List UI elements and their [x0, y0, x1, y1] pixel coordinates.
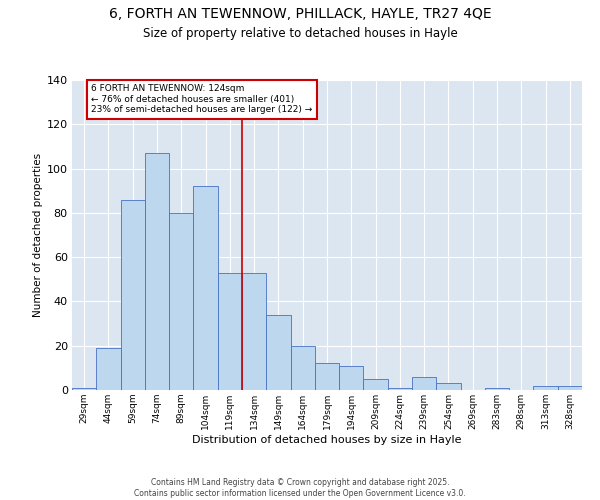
Bar [96, 348, 121, 390]
Bar [193, 186, 218, 390]
Text: Contains HM Land Registry data © Crown copyright and database right 2025.
Contai: Contains HM Land Registry data © Crown c… [134, 478, 466, 498]
Bar [169, 213, 193, 390]
Bar [315, 364, 339, 390]
Y-axis label: Number of detached properties: Number of detached properties [32, 153, 43, 317]
Text: 6 FORTH AN TEWENNOW: 124sqm
← 76% of detached houses are smaller (401)
23% of se: 6 FORTH AN TEWENNOW: 124sqm ← 76% of det… [91, 84, 313, 114]
Bar [485, 388, 509, 390]
Bar [412, 376, 436, 390]
Bar [388, 388, 412, 390]
Bar [436, 384, 461, 390]
X-axis label: Distribution of detached houses by size in Hayle: Distribution of detached houses by size … [192, 434, 462, 444]
Bar [242, 272, 266, 390]
Bar [121, 200, 145, 390]
Bar [558, 386, 582, 390]
Bar [145, 153, 169, 390]
Bar [72, 388, 96, 390]
Bar [339, 366, 364, 390]
Bar [533, 386, 558, 390]
Text: Size of property relative to detached houses in Hayle: Size of property relative to detached ho… [143, 28, 457, 40]
Bar [266, 314, 290, 390]
Bar [364, 379, 388, 390]
Text: 6, FORTH AN TEWENNOW, PHILLACK, HAYLE, TR27 4QE: 6, FORTH AN TEWENNOW, PHILLACK, HAYLE, T… [109, 8, 491, 22]
Bar [290, 346, 315, 390]
Bar [218, 272, 242, 390]
